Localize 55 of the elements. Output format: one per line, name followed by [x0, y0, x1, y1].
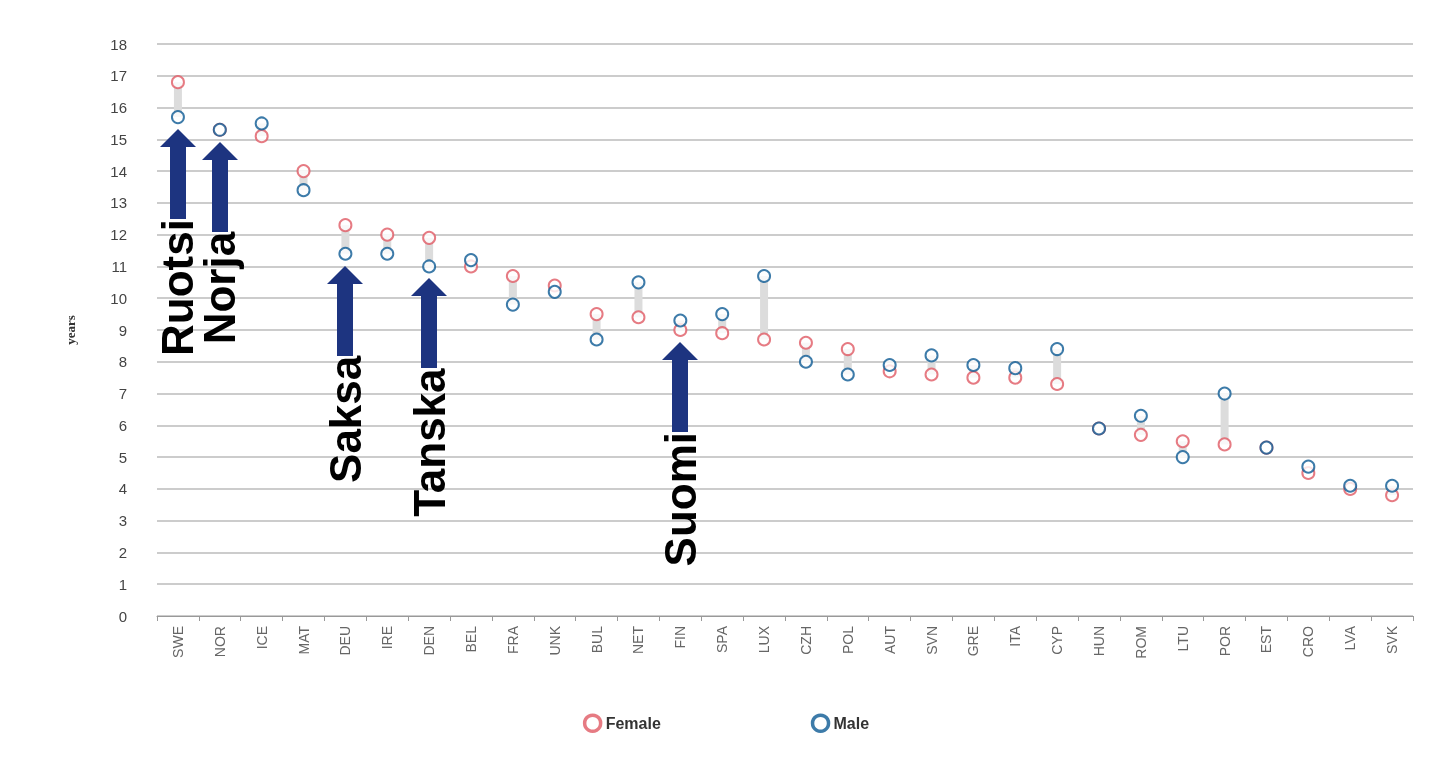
x-tick-label: FRA: [504, 625, 521, 654]
y-tick-label: 14: [110, 162, 127, 180]
x-tick-label: LUX: [756, 625, 773, 654]
y-tick-label: 18: [110, 35, 127, 53]
y-tick-label: 4: [118, 480, 127, 498]
x-tick-label: DEN: [421, 626, 438, 656]
annotation: Tanska: [404, 367, 454, 517]
x-tick-label: ROM: [1132, 626, 1149, 659]
x-tick-label: DEU: [337, 626, 354, 656]
legend-label: Male: [833, 714, 870, 732]
x-tick-label: SVN: [923, 626, 940, 655]
x-tick-label: ICE: [253, 626, 270, 650]
x-tick-label: LVA: [1342, 625, 1359, 651]
y-tick-label: 16: [110, 99, 127, 117]
y-tick-label: 11: [111, 257, 127, 275]
x-tick-label: AUT: [881, 625, 898, 654]
y-tick-label: 13: [110, 194, 127, 212]
x-tick-label: CRO: [1300, 625, 1317, 658]
y-tick-label: 12: [110, 226, 127, 244]
y-tick-label: 7: [118, 385, 127, 403]
x-tick-label: CZH: [797, 626, 814, 655]
y-tick-label: 0: [118, 607, 127, 625]
x-tick-label: BUL: [588, 625, 605, 654]
y-tick-label: 3: [118, 512, 127, 530]
x-tick-label: ITA: [1007, 625, 1024, 647]
x-tick-label: POR: [1216, 626, 1233, 657]
x-tick-label: FIN: [672, 626, 689, 649]
y-tick-label: 15: [110, 130, 127, 148]
y-tick-label: 17: [110, 67, 127, 85]
y-tick-label: 9: [118, 321, 127, 339]
x-tick-label: MAT: [295, 625, 312, 655]
x-tick-label: IRE: [379, 626, 396, 650]
y-tick-label: 5: [118, 448, 127, 466]
x-tick-label: EST: [1258, 625, 1275, 654]
y-tick-label: 10: [110, 289, 127, 307]
x-tick-label: SWE: [169, 626, 186, 658]
legend-label: Female: [605, 714, 661, 732]
x-tick-label: BEL: [463, 625, 479, 653]
x-tick-label: NOR: [211, 626, 228, 658]
x-tick-label: LTU: [1174, 626, 1191, 652]
annotation: Suomi: [655, 432, 705, 567]
x-tick-label: SPA: [714, 625, 731, 653]
x-tick-label: CYP: [1049, 626, 1066, 655]
x-tick-label: NET: [630, 625, 647, 654]
x-tick-label: UNK: [546, 625, 563, 656]
y-tick-label: 8: [118, 353, 127, 371]
y-tick-label: 6: [118, 416, 127, 434]
x-tick-label: HUN: [1091, 626, 1107, 657]
y-axis-title: years: [63, 315, 78, 345]
y-tick-label: 2: [118, 543, 127, 561]
x-tick-label: GRE: [965, 626, 982, 657]
annotation: Saksa: [320, 355, 370, 483]
y-tick-label: 1: [118, 575, 127, 593]
x-tick-label: SVK: [1384, 625, 1401, 655]
x-tick-label: POL: [839, 625, 856, 655]
